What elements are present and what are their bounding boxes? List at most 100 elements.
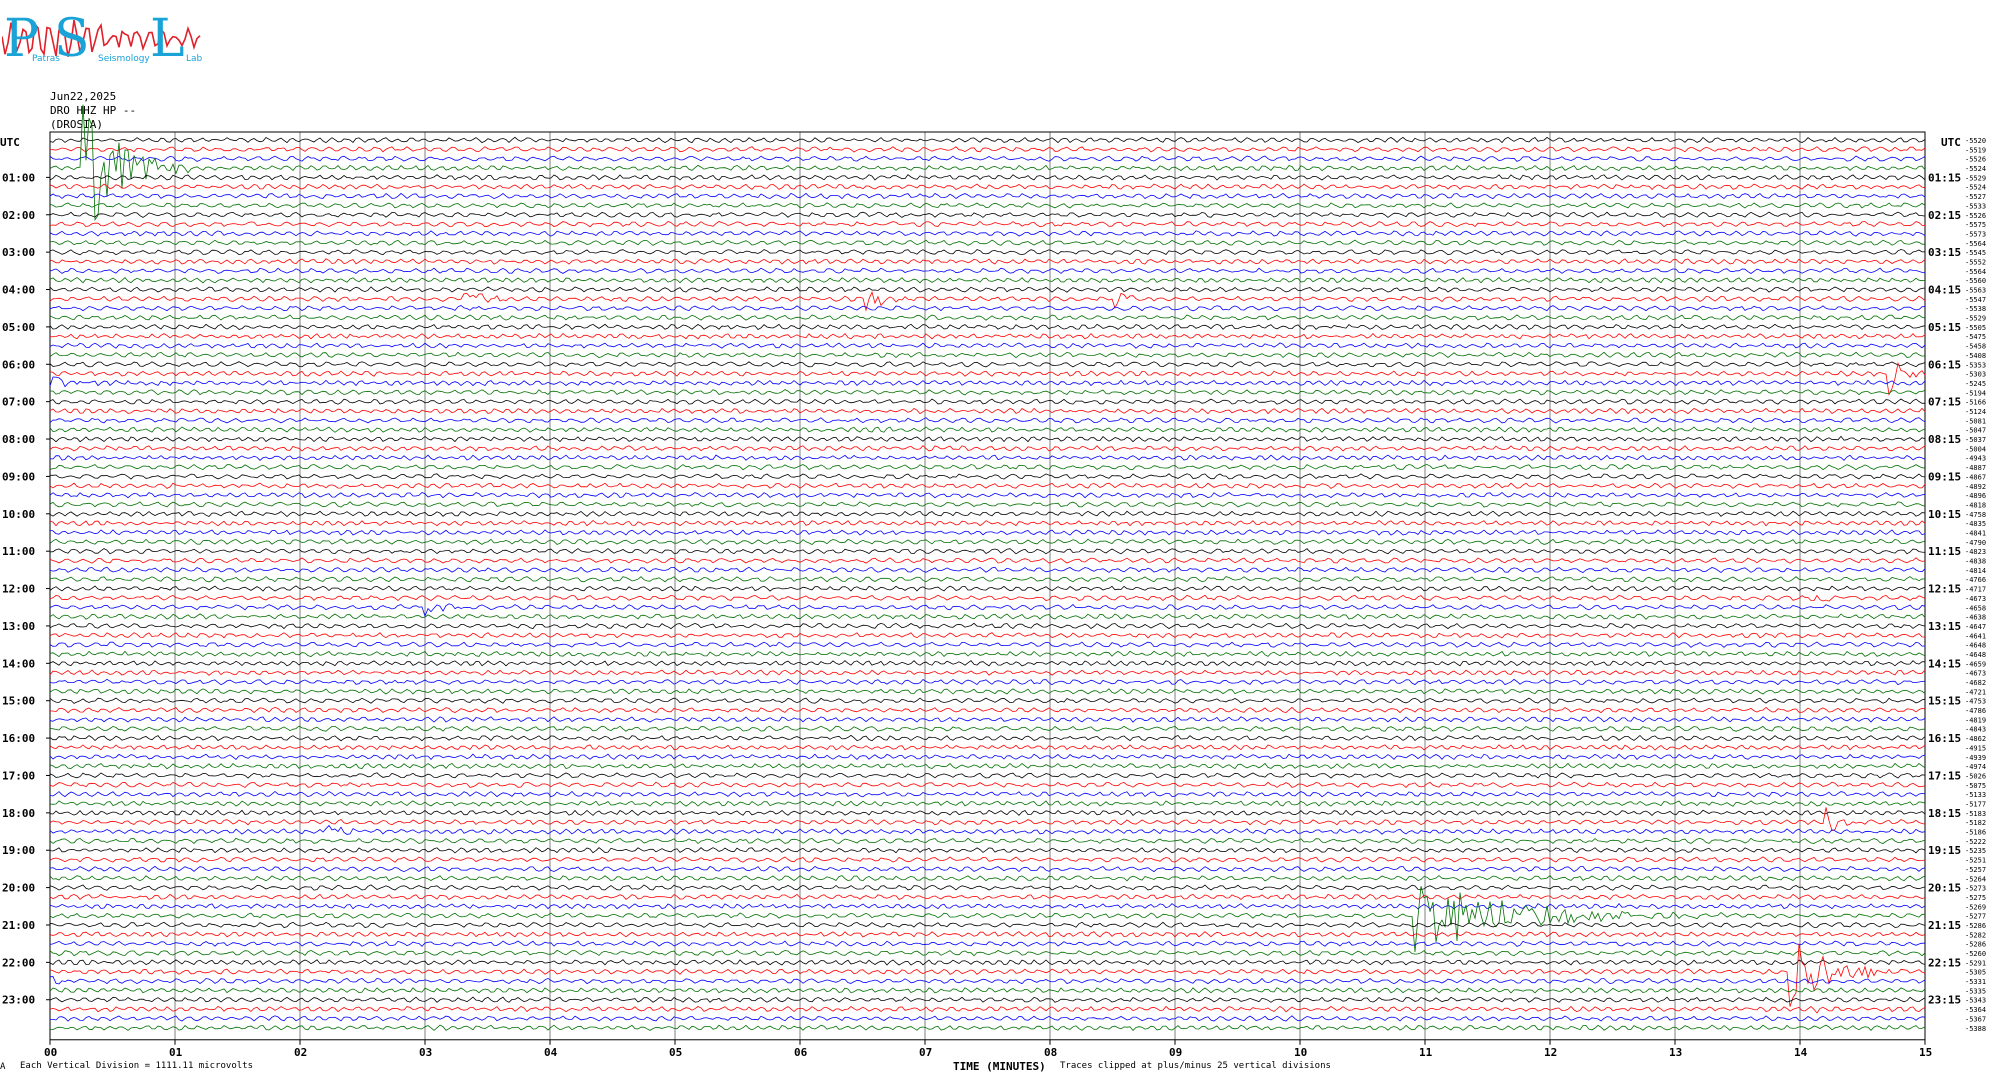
right-hour-label: 17:15	[1928, 769, 1961, 782]
trace-offset-label: -5475	[1965, 333, 1986, 341]
seismic-trace	[49, 688, 1926, 695]
seismic-trace	[49, 174, 1926, 181]
seismic-trace	[49, 734, 1926, 742]
header-date: Jun22,2025	[50, 90, 117, 103]
right-hour-label: 09:15	[1928, 470, 1961, 483]
x-tick-label: 08	[1044, 1046, 1057, 1059]
trace-offset-label: -4943	[1965, 455, 1986, 463]
left-hour-label: 20:00	[2, 882, 35, 895]
seismic-trace	[49, 211, 1926, 218]
seismic-trace	[49, 435, 1926, 443]
seismic-trace	[49, 1024, 1926, 1031]
trace-offset-label: -5527	[1965, 193, 1986, 201]
trace-offset-label: -4647	[1965, 623, 1986, 631]
seismic-trace	[49, 753, 1926, 760]
right-hour-label: 11:15	[1928, 545, 1961, 558]
trace-offset-label: -4862	[1965, 735, 1986, 743]
trace-layer	[49, 104, 1926, 1031]
seismic-trace	[49, 847, 1926, 854]
seismic-trace	[49, 445, 1926, 452]
trace-offset-label: -5275	[1965, 894, 1986, 902]
trace-offset-label: -5186	[1965, 829, 1986, 837]
left-hour-label: 03:00	[2, 246, 35, 259]
x-tick-label: 06	[794, 1046, 808, 1059]
seismic-trace	[49, 650, 1926, 658]
x-tick-label: 00	[44, 1046, 57, 1059]
right-hour-label: 08:15	[1928, 433, 1961, 446]
trace-offset-label: -5004	[1965, 445, 1986, 453]
seismic-trace	[49, 566, 1926, 574]
seismic-trace	[49, 361, 1926, 368]
x-tick-label: 02	[294, 1046, 307, 1059]
trace-offset-label: -5545	[1965, 249, 1986, 257]
trace-offset-label: -5524	[1965, 165, 1986, 173]
trace-offset-label: -5526	[1965, 156, 1986, 164]
trace-offset-label: -5286	[1965, 922, 1986, 930]
trace-offset-label: -5520	[1965, 137, 1986, 145]
seismic-trace	[49, 220, 1926, 228]
left-hour-label: 10:00	[2, 508, 35, 521]
trace-offset-label: -5564	[1965, 268, 1986, 276]
seismic-trace	[49, 557, 1926, 564]
trace-offset-label: -5257	[1965, 866, 1986, 874]
seismic-trace	[49, 361, 1926, 396]
seismic-trace	[49, 258, 1926, 265]
left-hour-label: 22:00	[2, 956, 35, 969]
seismic-trace	[49, 501, 1926, 508]
left-hour-label: 02:00	[2, 209, 35, 222]
seismic-trace	[49, 865, 1926, 873]
seismic-trace	[49, 529, 1926, 536]
clip-note: Traces clipped at plus/minus 25 vertical…	[1060, 1061, 1331, 1071]
seismic-trace	[49, 772, 1926, 779]
trace-offset-label: -5264	[1965, 875, 1986, 883]
left-hour-label: 04:00	[2, 284, 35, 297]
trace-offset-label: -5505	[1965, 324, 1986, 332]
trace-offset-label: -4658	[1965, 604, 1986, 612]
corner-mark: A	[0, 1062, 6, 1072]
seismic-trace	[49, 464, 1926, 471]
seismic-trace	[49, 940, 1925, 947]
trace-offset-label: -5575	[1965, 221, 1986, 229]
seismic-trace	[49, 417, 1926, 424]
left-hour-label: 19:00	[2, 844, 35, 857]
right-hour-label: 18:15	[1928, 807, 1961, 820]
seismic-trace	[49, 538, 1926, 545]
scale-note: Each Vertical Division = 1111.11 microvo…	[20, 1061, 253, 1071]
right-hour-label: 04:15	[1928, 284, 1961, 297]
seismic-trace	[49, 902, 1926, 910]
seismic-trace	[49, 603, 1926, 618]
seismic-trace	[50, 1015, 1926, 1022]
seismic-trace	[49, 949, 1926, 957]
right-hour-label: 20:15	[1928, 882, 1961, 895]
trace-offset-label: -5367	[1965, 1015, 1986, 1023]
x-tick-label: 01	[169, 1046, 183, 1059]
trace-offset-label: -4682	[1965, 679, 1986, 687]
trace-offset-label: -5026	[1965, 772, 1986, 780]
right-hour-label: 16:15	[1928, 732, 1961, 745]
seismic-trace	[49, 996, 1926, 1003]
left-hour-label: 05:00	[2, 321, 35, 334]
trace-offset-label: -5564	[1965, 240, 1986, 248]
x-tick-label: 07	[919, 1046, 932, 1059]
trace-offset-label: -5081	[1965, 417, 1986, 425]
trace-offset-label: -4823	[1965, 548, 1986, 556]
right-hour-label: 05:15	[1928, 321, 1961, 334]
trace-offset-label: -4648	[1965, 651, 1986, 659]
trace-offset-label: -5331	[1965, 978, 1986, 986]
trace-offset-label: -4819	[1965, 716, 1986, 724]
trace-offset-label: -5282	[1965, 931, 1986, 939]
seismic-trace	[49, 183, 1926, 190]
seismic-trace	[49, 548, 1926, 555]
trace-offset-label: -4638	[1965, 614, 1986, 622]
trace-offset-label: -5124	[1965, 408, 1986, 416]
seismic-trace	[49, 800, 1926, 807]
seismic-trace	[49, 510, 1926, 518]
right-hour-label: 01:15	[1928, 171, 1961, 184]
trace-offset-label: -4673	[1965, 670, 1986, 678]
trace-offset-label: -5519	[1965, 146, 1986, 154]
trace-offset-label: -4766	[1965, 576, 1986, 584]
left-hour-label: 08:00	[2, 433, 35, 446]
seismic-trace	[49, 824, 1926, 835]
trace-offset-label: -4835	[1965, 520, 1986, 528]
trace-offset-label: -4841	[1965, 529, 1986, 537]
